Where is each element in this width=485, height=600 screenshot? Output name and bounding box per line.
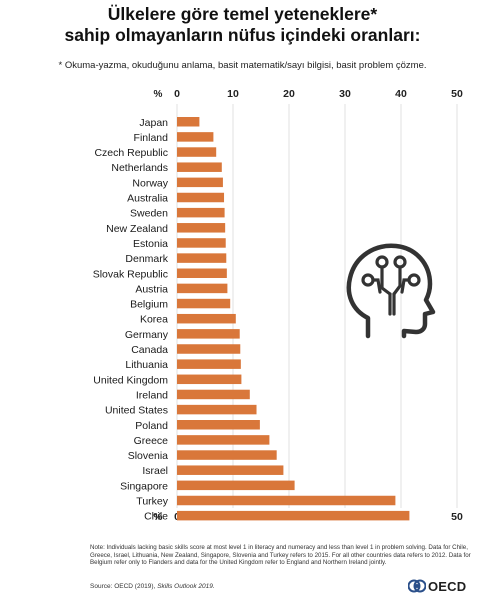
bar-israel <box>177 465 284 475</box>
category-label-australia: Australia <box>127 193 168 205</box>
bar-chile <box>177 510 410 521</box>
tick-label-top-50: 50 <box>451 88 463 100</box>
category-label-denmark: Denmark <box>125 253 168 265</box>
bar-greece <box>177 435 270 445</box>
category-label-chile: Chile <box>144 511 168 523</box>
category-label-korea: Korea <box>140 314 168 326</box>
tick-label-top-30: 30 <box>339 88 351 100</box>
bar-finland <box>177 132 214 142</box>
source-text: Source: OECD (2019), Skills Outlook 2019… <box>90 583 215 590</box>
category-label-united-kingdom: United Kingdom <box>93 374 168 386</box>
category-label-poland: Poland <box>135 420 168 432</box>
category-label-slovak-republic: Slovak Republic <box>93 268 168 280</box>
bar-belgium <box>177 298 231 309</box>
bar-korea <box>177 313 236 324</box>
bar-lithuania <box>177 359 241 369</box>
tick-label-top-10: 10 <box>227 88 239 100</box>
oecd-logo-icon <box>408 579 426 593</box>
oecd-logo: OECD <box>408 578 466 594</box>
title-line-1: Ülkelere göre temel yeteneklere* <box>107 4 378 24</box>
bar-austria <box>177 283 228 294</box>
category-label-czech-republic: Czech Republic <box>94 147 168 159</box>
bar-sweden <box>177 207 225 218</box>
bar-chart: %01020304050%01020304050JapanFinlandCzec… <box>93 88 463 523</box>
tick-label-top-40: 40 <box>395 88 407 100</box>
category-label-ireland: Ireland <box>136 389 168 401</box>
chart-title: Ülkelere göre temel yeteneklere* sahip o… <box>0 4 485 46</box>
oecd-logo-text: OECD <box>428 578 467 594</box>
bar-slovak-republic <box>177 268 227 278</box>
footnote-text: Note: Individuals lacking basic skills s… <box>90 544 471 567</box>
bar-canada <box>177 344 241 354</box>
tick-label-bottom-50: 50 <box>451 511 463 523</box>
category-label-netherlands: Netherlands <box>111 162 168 174</box>
bar-united-kingdom <box>177 374 242 385</box>
bar-norway <box>177 177 223 188</box>
category-label-canada: Canada <box>131 344 168 356</box>
category-label-sweden: Sweden <box>130 208 168 220</box>
bar-turkey <box>177 495 396 506</box>
category-label-austria: Austria <box>135 283 168 295</box>
source-title: Skills Outlook 2019. <box>157 583 215 590</box>
source-prefix: Source: OECD (2019), <box>90 583 156 590</box>
axis-unit-label-bottom: % <box>154 512 163 523</box>
bar-australia <box>177 192 225 203</box>
category-label-new-zealand: New Zealand <box>106 223 168 235</box>
title-line-2: sahip olmayanların nüfus içindeki oranla… <box>64 25 421 45</box>
category-label-united-states: United States <box>105 405 168 417</box>
category-label-israel: Israel <box>142 465 168 477</box>
bar-denmark <box>177 253 227 263</box>
bar-singapore <box>177 480 295 491</box>
bar-japan <box>177 117 200 127</box>
category-label-turkey: Turkey <box>136 496 168 508</box>
head-circuit-icon <box>346 243 436 339</box>
category-label-singapore: Singapore <box>120 480 168 492</box>
subtitle-footnote: * Okuma-yazma, okuduğunu anlama, basit m… <box>58 60 427 71</box>
category-label-belgium: Belgium <box>130 299 168 311</box>
category-label-slovenia: Slovenia <box>128 450 168 462</box>
bar-slovenia <box>177 450 277 460</box>
bar-poland <box>177 420 260 430</box>
bar-new-zealand <box>177 223 226 233</box>
bar-germany <box>177 329 240 339</box>
category-label-greece: Greece <box>134 435 169 447</box>
bar-estonia <box>177 238 226 248</box>
category-label-finland: Finland <box>134 132 169 144</box>
bar-czech-republic <box>177 147 217 157</box>
category-label-lithuania: Lithuania <box>125 359 168 371</box>
tick-label-top-20: 20 <box>283 88 295 100</box>
axis-unit-label-top: % <box>154 89 163 100</box>
category-label-estonia: Estonia <box>133 238 168 250</box>
bar-netherlands <box>177 162 222 172</box>
category-label-norway: Norway <box>132 177 168 189</box>
category-label-japan: Japan <box>139 117 168 129</box>
bar-ireland <box>177 389 250 400</box>
bar-united-states <box>177 404 257 415</box>
tick-label-top-0: 0 <box>174 88 180 100</box>
category-label-germany: Germany <box>125 329 169 341</box>
